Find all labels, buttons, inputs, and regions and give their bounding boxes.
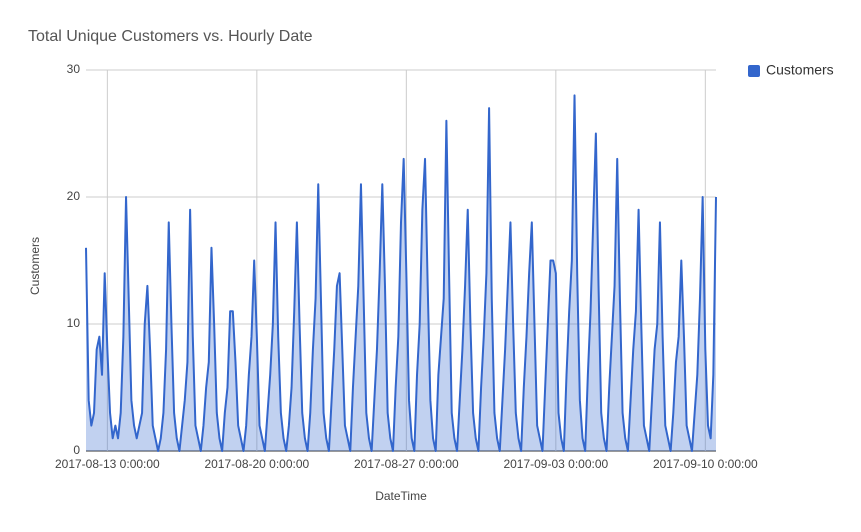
y-axis-label: Customers <box>28 237 42 295</box>
chart-title: Total Unique Customers vs. Hourly Date <box>28 28 313 45</box>
x-tick-label: 2017-09-10 0:00:00 <box>653 457 758 471</box>
x-tick-label: 2017-08-13 0:00:00 <box>55 457 160 471</box>
y-tick-label: 30 <box>67 62 81 76</box>
y-tick-label: 20 <box>67 189 81 203</box>
x-axis-label: DateTime <box>375 489 427 503</box>
x-tick-label: 2017-08-20 0:00:00 <box>204 457 309 471</box>
area <box>86 95 716 452</box>
legend-swatch <box>748 65 760 77</box>
x-tick-label: 2017-08-27 0:00:00 <box>354 457 459 471</box>
y-tick-label: 10 <box>67 316 81 330</box>
legend-label: Customers <box>766 62 834 78</box>
x-tick-label: 2017-09-03 0:00:00 <box>503 457 608 471</box>
line <box>85 94 717 452</box>
y-tick-label: 0 <box>73 443 80 457</box>
